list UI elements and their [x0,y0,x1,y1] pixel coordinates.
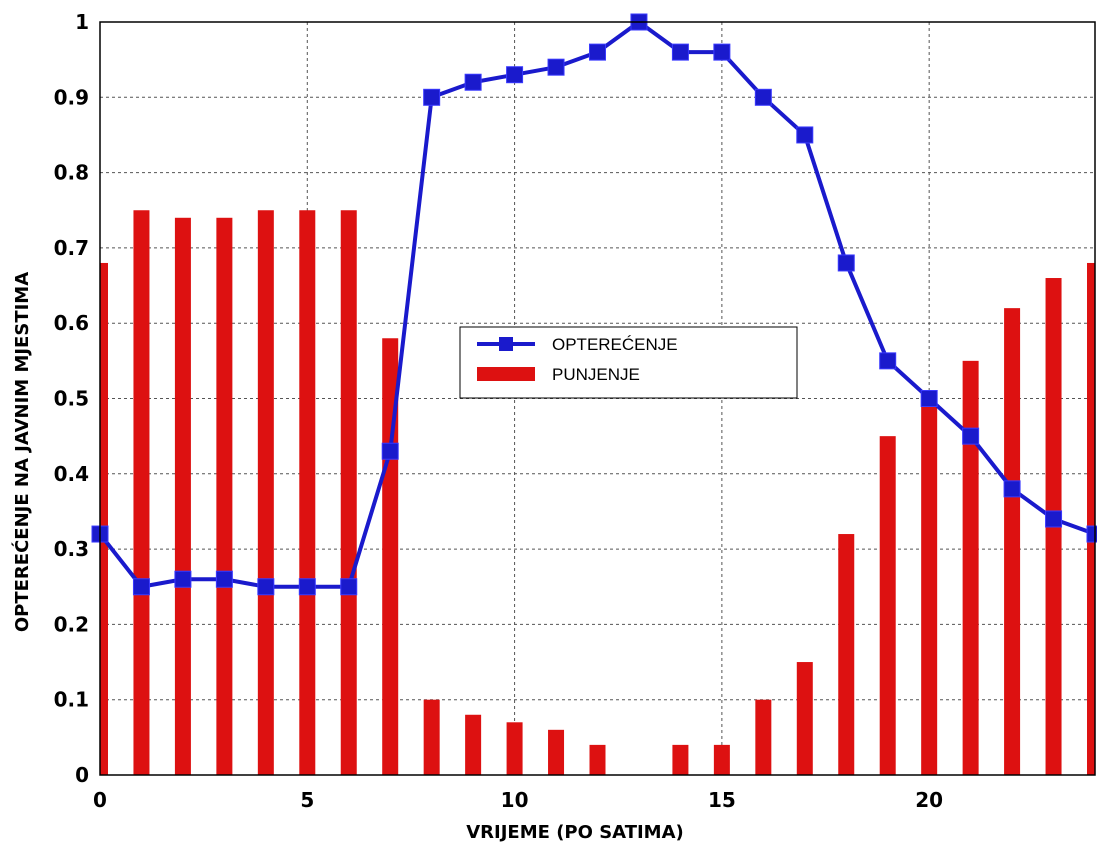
y-tick-label: 0.2 [54,612,89,636]
y-axis-title: OPTEREĆENJE NA JAVNIM MJESTIMA [11,272,33,632]
bar [100,262,108,776]
legend: OPTEREĆENJE PUNJENJE [459,326,798,399]
bar [340,210,357,775]
x-tick-label: 0 [93,788,107,812]
bar-series-punjenje [100,210,1095,776]
bar [672,744,689,775]
line-marker [713,43,731,61]
y-tick-label: 0.1 [54,688,89,712]
line-marker [671,43,689,61]
bar [921,390,938,775]
y-tick-label: 0.6 [54,311,89,335]
legend-marker-swatch [499,337,513,351]
line-marker [1003,480,1021,498]
line-marker [381,442,399,460]
bar [216,217,233,775]
bar [755,699,772,775]
line-marker [257,578,275,596]
bar [465,714,482,775]
bar [589,744,606,775]
line-marker [464,73,482,91]
bar [548,729,565,775]
legend-label-optereenje: OPTEREĆENJE [552,335,678,354]
y-tick-label: 0.4 [54,462,89,486]
bar [1087,262,1095,776]
bar [506,722,523,775]
line-marker [962,427,980,445]
y-tick-label: 0 [75,763,89,787]
legend-box [459,326,798,399]
bar [174,217,191,775]
y-tick-label: 1 [75,10,89,34]
bar [257,210,274,775]
y-tick-label: 0.8 [54,161,89,185]
legend-bar-swatch [477,367,535,381]
x-tick-label: 5 [300,788,314,812]
bar [299,210,316,775]
line-marker [589,43,606,61]
y-tick-label: 0.3 [54,537,89,561]
bar [962,360,979,775]
y-axis-ticks: 0 0.1 0.2 0.3 0.4 0.5 0.6 0.7 0.8 0.9 1 [54,10,89,787]
x-tick-label: 10 [501,788,529,812]
x-axis-title: VRIJEME (PO SATIMA) [466,822,684,843]
line-marker [174,570,192,588]
x-tick-label: 15 [708,788,736,812]
line-marker [879,352,897,370]
bar [796,662,813,775]
line-marker [754,88,772,106]
legend-label-punjenje: PUNJENJE [552,365,640,384]
line-marker [547,58,565,76]
line-marker [796,126,814,144]
line-marker [506,66,524,84]
bar [423,699,440,775]
bar [1004,308,1021,775]
bar [838,534,855,775]
bar [879,436,896,775]
line-marker [340,578,358,596]
y-tick-label: 0.7 [54,236,89,260]
line-marker [423,88,441,106]
line-marker [920,390,938,407]
y-tick-label: 0.5 [54,387,89,411]
line-marker [298,578,316,596]
bar [713,744,730,775]
bar [133,210,150,775]
line-marker [215,570,233,588]
x-axis-ticks: 0 5 10 15 20 [93,788,943,812]
line-marker [1045,510,1063,528]
plot-frame [99,21,1096,776]
line-marker [837,254,855,272]
y-tick-label: 0.9 [54,85,89,109]
x-tick-label: 20 [915,788,943,812]
line-marker [132,578,150,596]
